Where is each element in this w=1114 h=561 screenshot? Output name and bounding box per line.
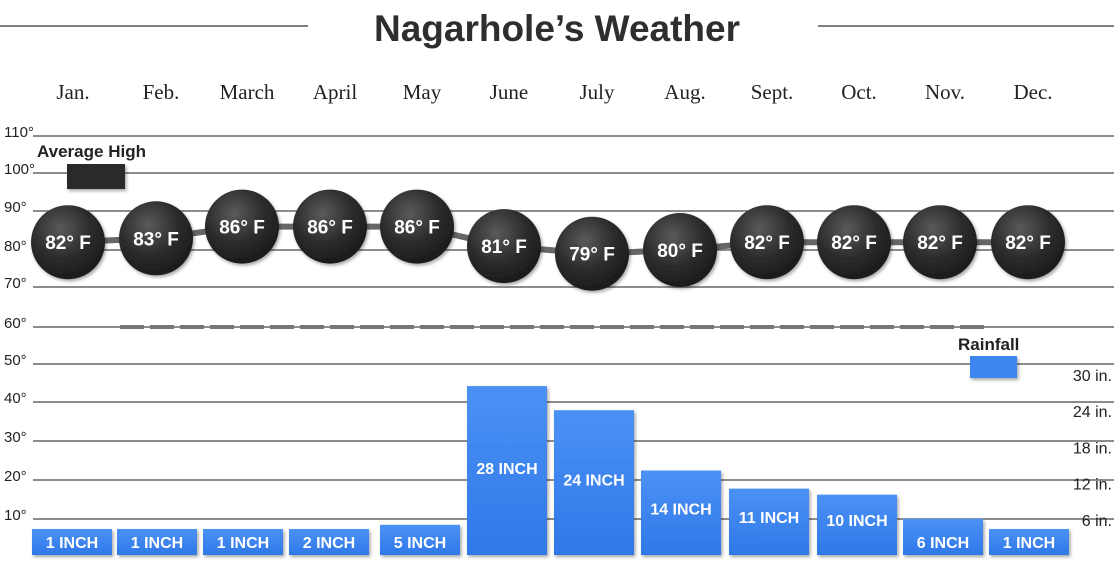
- rainfall-bar: [380, 524, 460, 555]
- average-high-label: 82° F: [831, 233, 877, 254]
- rainfall-bar: [641, 470, 721, 555]
- rainfall-bar: [989, 529, 1069, 555]
- average-high-marker: [730, 205, 804, 280]
- average-high-label: 82° F: [45, 233, 91, 254]
- average-high-marker: [555, 216, 629, 291]
- average-high-marker: [205, 189, 279, 264]
- rainfall-bar-label: 1 INCH: [217, 535, 269, 552]
- right-tick-label: 18 in.: [1073, 440, 1112, 457]
- left-tick-label: 80°: [4, 238, 27, 255]
- rainfall-bar-label: 24 INCH: [563, 472, 624, 489]
- month-label: Feb.: [143, 80, 180, 104]
- average-high-marker: [817, 205, 891, 280]
- average-high-marker: [903, 205, 977, 280]
- average-high-markers: 82° F 83° F 86° F 86° F 86° F 81° F 79° F 80° F…: [31, 189, 1065, 291]
- average-high-marker: [467, 209, 541, 284]
- legend-average-high-label: Average High: [37, 142, 146, 161]
- month-label: June: [490, 80, 529, 104]
- rainfall-bar-label: 5 INCH: [394, 535, 446, 552]
- average-high-label: 83° F: [133, 229, 179, 250]
- rainfall-bar: [817, 494, 897, 555]
- rainfall-bar-label: 1 INCH: [46, 535, 98, 552]
- average-high-label: 86° F: [219, 218, 265, 239]
- rainfall-bar-label: 6 INCH: [917, 535, 969, 552]
- average-high-label: 81° F: [481, 237, 527, 258]
- month-label: March: [220, 80, 275, 104]
- chart-title: Nagarhole’s Weather: [374, 8, 740, 49]
- left-tick-label: 60°: [4, 315, 27, 332]
- month-label: April: [313, 80, 357, 104]
- rainfall-bar-label: 11 INCH: [739, 510, 799, 527]
- left-tick-label: 70°: [4, 275, 27, 292]
- left-tick-label: 30°: [4, 429, 27, 446]
- average-high-label: 82° F: [744, 233, 790, 254]
- rainfall-bar-label: 1 INCH: [131, 535, 183, 552]
- rainfall-bar: [289, 529, 369, 555]
- left-tick-label: 50°: [4, 352, 27, 369]
- left-tick-label: 10°: [4, 507, 27, 524]
- average-high-marker: [643, 213, 717, 287]
- average-high-label: 79° F: [569, 245, 615, 266]
- rainfall-bar: [554, 410, 634, 555]
- rainfall-bar: [117, 529, 197, 555]
- legend-rainfall-label: Rainfall: [958, 335, 1019, 354]
- month-label: Aug.: [664, 80, 705, 104]
- average-high-marker: [380, 189, 454, 264]
- rainfall-bar-label: 2 INCH: [303, 535, 355, 552]
- average-high-label: 80° F: [657, 241, 703, 262]
- left-tick-label: 40°: [4, 390, 27, 407]
- month-label: Oct.: [841, 80, 877, 104]
- left-tick-label: 20°: [4, 468, 27, 485]
- right-tick-label: 12 in.: [1073, 477, 1112, 494]
- left-axis-ticks: 10° 20° 30° 40° 50° 60° 70° 80° 90° 100° 110°: [4, 124, 35, 524]
- legend-average-high-swatch: [67, 164, 125, 189]
- average-high-marker: [31, 205, 105, 280]
- right-tick-label: 24 in.: [1073, 404, 1112, 421]
- average-high-marker: [293, 189, 367, 264]
- right-tick-label: 30 in.: [1073, 368, 1112, 385]
- month-labels: Jan. Feb. March April May June July Aug. Sept. Oc…: [56, 80, 1052, 104]
- average-high-marker: [119, 201, 193, 276]
- rainfall-bar-label: 10 INCH: [826, 513, 887, 530]
- month-label: July: [579, 80, 615, 104]
- average-high-marker: [991, 205, 1065, 280]
- rainfall-bar-label: 14 INCH: [650, 501, 711, 518]
- legend-rainfall-swatch: [970, 356, 1017, 378]
- rainfall-bar: [729, 488, 809, 555]
- left-tick-label: 110°: [4, 124, 34, 141]
- month-label: Jan.: [56, 80, 89, 104]
- rainfall-bar: [203, 529, 283, 555]
- right-axis-ticks: 6 in. 12 in. 18 in. 24 in. 30 in.: [1073, 368, 1112, 530]
- right-tick-label: 6 in.: [1082, 513, 1112, 530]
- month-label: Dec.: [1013, 80, 1052, 104]
- rainfall-bar: [467, 386, 547, 555]
- left-tick-label: 100°: [4, 161, 35, 178]
- rainfall-bar: [32, 529, 112, 555]
- rainfall-bars: 1 INCH 1 INCH 1 INCH 2 INCH 5 INCH 28 INCH 24 …: [32, 386, 1069, 555]
- average-high-label: 86° F: [307, 218, 353, 239]
- left-tick-label: 90°: [4, 199, 27, 216]
- average-high-label: 82° F: [1005, 233, 1051, 254]
- average-high-label: 82° F: [917, 233, 963, 254]
- month-label: Sept.: [751, 80, 794, 104]
- rainfall-bar-label: 1 INCH: [1003, 535, 1055, 552]
- month-label: May: [403, 80, 442, 104]
- rainfall-bar: [903, 518, 983, 555]
- average-high-label: 86° F: [394, 218, 440, 239]
- rainfall-bar-label: 28 INCH: [476, 461, 537, 478]
- month-label: Nov.: [925, 80, 965, 104]
